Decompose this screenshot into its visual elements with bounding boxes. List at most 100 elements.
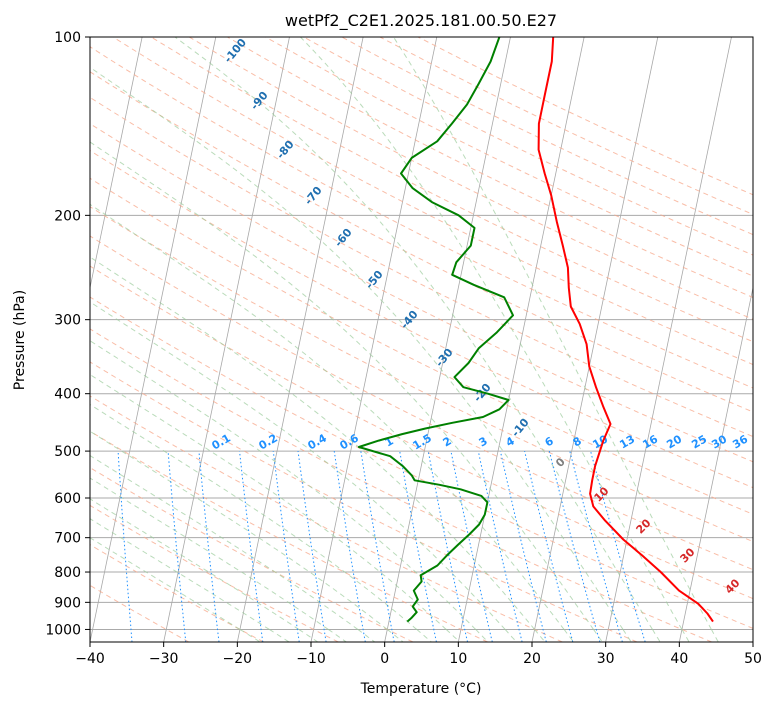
profile-line	[357, 37, 514, 623]
dry-adiabat-line	[90, 71, 753, 413]
isotherm-gridline	[678, 285, 753, 642]
y-tick-label: 500	[54, 444, 81, 460]
x-tick-label: −30	[149, 651, 179, 667]
dry-adiabat-line	[90, 584, 190, 642]
mixing-ratio-line	[198, 451, 220, 642]
isotherm-gridline	[752, 640, 753, 642]
mixing-ratio-label: 16	[640, 432, 660, 451]
y-tick-label: 200	[54, 208, 81, 224]
mixing-ratio-line	[333, 451, 366, 642]
y-tick-label: 600	[54, 491, 81, 507]
mixing-ratio-label: 0.1	[210, 431, 233, 452]
moist-adiabat-line	[90, 141, 603, 642]
dry-adiabat-line	[90, 265, 753, 600]
dry-adiabat-line	[90, 96, 753, 438]
isotherm-gridline	[605, 37, 732, 642]
dry-adiabat-label: -50	[363, 268, 386, 292]
isotherm-gridline	[163, 37, 290, 642]
dry-adiabat-line	[90, 123, 753, 463]
mixing-ratio-line	[297, 451, 327, 642]
y-axis-label: Pressure (hPa)	[12, 290, 28, 390]
y-tick-label: 800	[54, 565, 81, 581]
plot-frame	[89, 36, 754, 643]
mixing-ratio-label: 20	[664, 432, 684, 451]
isotherm-gridline	[384, 37, 511, 642]
dry-adiabat-line	[150, 37, 753, 343]
moist-adiabat-line	[393, 37, 719, 642]
moist-adiabat-line	[90, 373, 461, 642]
moist-adiabat-line	[90, 66, 632, 642]
mixing-ratio-label: 30	[709, 432, 729, 451]
mixing-ratio-line	[117, 451, 133, 642]
moist-adiabat-line	[90, 256, 546, 642]
isotherm-gridline	[531, 37, 659, 642]
mixing-ratio-label: 25	[689, 433, 709, 452]
profile-line	[537, 37, 714, 623]
mixing-ratio-line	[548, 450, 601, 642]
moist-adiabat-line	[90, 430, 404, 642]
mixing-ratio-label: 6	[543, 434, 556, 449]
mixing-ratio-label: 13	[617, 433, 637, 452]
x-tick-label: 40	[670, 651, 688, 667]
x-tick-label: 10	[449, 651, 467, 667]
moist-adiabat-line	[90, 301, 517, 642]
dry-adiabat-line	[90, 149, 753, 489]
dry-adiabat-label: -100	[221, 36, 249, 66]
isotherm-gridline	[236, 37, 364, 642]
dry-adiabat-line	[90, 467, 414, 642]
mixing-ratio-line	[272, 451, 300, 642]
mixing-ratio-line	[590, 450, 646, 642]
dry-adiabat-line	[90, 296, 753, 629]
dry-adiabat-line	[112, 37, 753, 366]
x-tick-label: −10	[296, 651, 326, 667]
y-tick-label: 300	[54, 313, 81, 329]
mixing-ratio-label: 0.4	[306, 431, 330, 452]
mixing-ratio-line	[569, 450, 623, 642]
moist-adiabat-line	[90, 518, 290, 642]
dry-adiabat-line	[90, 46, 753, 389]
moist-adiabat-line	[90, 455, 376, 642]
moist-adiabat-line	[300, 37, 690, 642]
dry-adiabat-line	[90, 206, 753, 543]
moist-adiabat-line	[174, 37, 661, 642]
dry-adiabat-label: -10	[509, 416, 532, 440]
dry-adiabat-label: -80	[274, 138, 297, 162]
mixing-ratio-line	[360, 451, 395, 642]
chart-title: wetPf2_C2E1.2025.181.00.50.E27	[285, 11, 557, 31]
mixing-ratio-line	[167, 451, 187, 642]
mixing-ratio-line	[399, 451, 437, 642]
dry-adiabat-label: -40	[398, 308, 421, 332]
dry-adiabat-label: -70	[302, 184, 325, 208]
moist-adiabat-line	[90, 403, 432, 642]
moist-adiabat-line	[90, 498, 319, 642]
y-tick-label: 100	[54, 30, 81, 46]
dry-adiabat-line	[90, 328, 712, 642]
dry-adiabat-label: -60	[332, 226, 355, 250]
x-tick-label: −20	[223, 651, 253, 667]
mixing-ratio-label: 0.6	[338, 431, 362, 452]
mixing-ratio-label: 36	[730, 432, 750, 451]
dry-adiabat-line	[90, 395, 563, 642]
mixing-ratio-line	[477, 450, 523, 642]
isotherm-gridline	[310, 37, 438, 642]
y-tick-label: 1000	[45, 622, 81, 638]
mixing-ratio-label: 1.5	[411, 431, 434, 452]
mixing-ratio-line	[499, 450, 547, 642]
x-tick-label: 20	[523, 651, 541, 667]
moist-adiabat-line	[90, 537, 261, 642]
x-tick-label: −40	[75, 651, 105, 667]
isotherm-gridline	[90, 37, 217, 642]
dry-adiabat-line	[90, 177, 753, 515]
x-tick-label: 30	[597, 651, 615, 667]
isotherm-gridline	[90, 37, 143, 290]
moist-adiabat-line	[90, 203, 574, 642]
y-tick-label: 400	[54, 387, 81, 403]
dry-adiabat-line	[90, 235, 753, 571]
dry-adiabat-line	[188, 37, 753, 320]
moist-adiabat-line	[90, 477, 347, 642]
mixing-ratio-line	[450, 450, 493, 642]
isotherm-gridline	[0, 37, 68, 642]
moist-adiabat-label: 30	[678, 545, 698, 565]
